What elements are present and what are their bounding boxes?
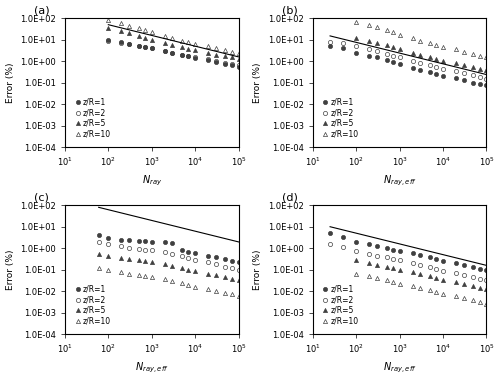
- Text: (c): (c): [34, 193, 48, 203]
- X-axis label: $N_{ray}$: $N_{ray}$: [142, 174, 162, 189]
- Text: (d): (d): [282, 193, 298, 203]
- Text: (b): (b): [282, 6, 298, 16]
- Y-axis label: Error (%): Error (%): [254, 250, 262, 290]
- Text: (a): (a): [34, 6, 50, 16]
- X-axis label: $N_{ray,eff}$: $N_{ray,eff}$: [383, 174, 416, 189]
- Y-axis label: Error (%): Error (%): [6, 62, 15, 103]
- Legend: z/R=1, z/R=2, z/R=5, z/R=10: z/R=1, z/R=2, z/R=5, z/R=10: [72, 96, 114, 141]
- X-axis label: $N_{ray,eff}$: $N_{ray,eff}$: [135, 361, 168, 375]
- Legend: z/R=1, z/R=2, z/R=5, z/R=10: z/R=1, z/R=2, z/R=5, z/R=10: [72, 282, 114, 328]
- Y-axis label: Error (%): Error (%): [254, 62, 262, 103]
- Legend: z/R=1, z/R=2, z/R=5, z/R=10: z/R=1, z/R=2, z/R=5, z/R=10: [320, 96, 361, 141]
- X-axis label: $N_{ray,eff}$: $N_{ray,eff}$: [383, 361, 416, 375]
- Legend: z/R=1, z/R=2, z/R=5, z/R=10: z/R=1, z/R=2, z/R=5, z/R=10: [320, 282, 361, 328]
- Y-axis label: Error (%): Error (%): [6, 250, 15, 290]
